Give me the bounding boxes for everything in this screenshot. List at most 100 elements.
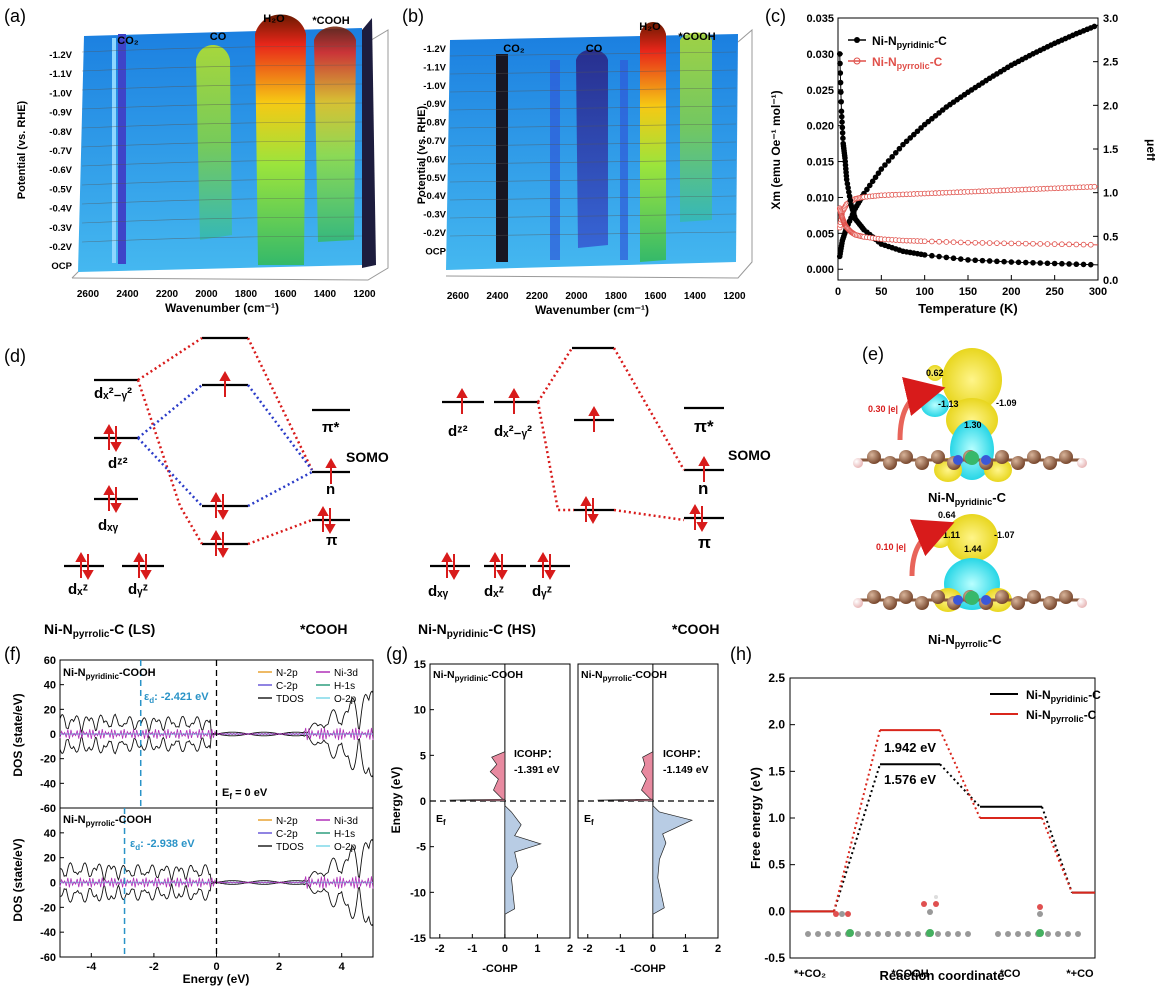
panel-h-legend-2-suffix: -C (1084, 708, 1097, 722)
panel-c-series-3-point (929, 238, 935, 245)
panel-b-ytick-11: OCP (425, 246, 446, 257)
panel-c-series-2-point (1008, 259, 1015, 265)
svg-text:Ni-Npyrrolic-C: Ni-Npyrrolic-C (1026, 708, 1097, 724)
panel-c-xtick-3: 150 (959, 286, 977, 298)
panel-d-electron-arrowhead-26 (456, 387, 468, 398)
panel-e-bottom-n-atom-2 (981, 595, 991, 605)
panel-f-1-ytick-3: 0 (50, 878, 56, 890)
panel-c-series-2-point (840, 135, 846, 142)
panel-d-electron-arrowhead-24 (219, 370, 231, 381)
panel-h-slab-2-atom-5 (1045, 931, 1051, 937)
panel-f-legend-1-label-1: Ni-3d (334, 816, 358, 827)
panel-c-series-3-point (1037, 241, 1044, 247)
panel-c-xtick-0: 0 (835, 286, 841, 298)
panel-c-series-2-point (1037, 260, 1044, 266)
panel-c-series-3-point (979, 240, 986, 246)
panel-b-co2-band (496, 54, 508, 262)
panel-c-series-2-point (1080, 261, 1087, 268)
panel-c-series-0-point (929, 115, 935, 122)
panel-e-top-n-atom-2 (981, 455, 991, 465)
panel-a: (a) -1.2V -1.1V -1.0V -0.9V -0.8V -0.7V -0.6V -… (4, 6, 389, 315)
panel-c-legend-1-suffix: -C (934, 34, 947, 48)
panel-b-xtick-6: 1400 (684, 291, 707, 302)
panel-c-series-2-point (836, 51, 843, 57)
panel-c-series-2-point (1030, 259, 1036, 266)
panel-g-right-title-sub: pyrrolic (603, 674, 633, 683)
panel-d-left-title-suffix: -C (LS) (109, 621, 155, 637)
panel-d-electron-arrowhead-14 (441, 551, 453, 562)
panel-c-series-0-point (918, 125, 924, 131)
panel-c-series-2-point (1015, 259, 1022, 266)
panel-a-ytick-10: -0.2V (49, 242, 72, 253)
panel-b-ytick-2: -1.0V (423, 81, 446, 92)
panel-h-series-1-connector-0 (833, 729, 881, 912)
panel-h-legend-1-sub: pyridinic (1051, 694, 1089, 704)
panel-f-legend-0-label-3: H-1s (334, 681, 355, 692)
panel-d-cooh-right: *COOH (672, 621, 719, 637)
panel-b-xtick-3: 2000 (565, 291, 588, 302)
panel-c-series-2-point (837, 79, 844, 86)
panel-c-ytick-2: 0.010 (806, 192, 834, 204)
panel-a-ytick-9: -0.3V (49, 223, 72, 234)
panel-d-left-title: Ni-N (44, 621, 73, 637)
panel-d-pi-left: π (326, 532, 338, 549)
panel-c-label: (c) (765, 6, 786, 26)
panel-h-slab-0-atom-1 (815, 931, 821, 937)
panel-a-xtick-4: 1800 (235, 289, 258, 300)
panel-c-xtick-6: 300 (1089, 286, 1107, 298)
panel-a-xtick-3: 2000 (195, 289, 218, 300)
panel-e-top-atom-1 (867, 450, 881, 464)
panel-c-series-3-point (950, 239, 957, 245)
panel-g-left-xtick-1: -1 (467, 943, 477, 955)
panel-b-ytick-8: -0.4V (423, 191, 446, 202)
panel-e-bottom-title-sub: pyrrolic (955, 639, 988, 649)
panel-b-ytick-9: -0.3V (423, 210, 446, 221)
panel-b-peak-cooh: *COOH (678, 31, 715, 43)
panel-c-series-2-point (972, 257, 979, 264)
panel-h-co-o (1037, 904, 1043, 910)
panel-f-xtick-1: -2 (149, 961, 159, 973)
panel-b-ytick-5: -0.7V (423, 136, 446, 147)
panel-d-left-level-4: dₓᶻ (68, 581, 88, 598)
panel-c-ylabel: Xm (emu Oe⁻¹ mol⁻¹) (769, 90, 783, 209)
panel-g-right-ef: E (584, 813, 591, 825)
panel-d-electron-arrowhead-9 (217, 510, 229, 521)
panel-a-ylabel: Potential (vs. RHE) (16, 100, 28, 199)
panel-h-barrier-pyrrolic: 1.942 eV (884, 740, 936, 755)
panel-g-left-xtick-2: 0 (502, 943, 508, 955)
panel-e-top-atom-2 (883, 456, 897, 470)
panel-c-series-0-point (866, 182, 873, 189)
panel-f-top-title-sub: pyridinic (86, 672, 120, 681)
panel-c-ylabel-right: μeff (1144, 139, 1155, 162)
panel-c-series-2-point (921, 252, 928, 258)
panel-d-electron-arrowhead-4 (75, 551, 87, 562)
panel-g-ytick-5: -10 (410, 887, 426, 899)
panel-d-right-level-4: dₓᶻ (484, 583, 504, 600)
panel-g-ytick-4: -5 (416, 842, 426, 854)
panel-c-ytick-right-4: 2.0 (1103, 100, 1118, 112)
panel-e-bottom-atom-14 (1077, 598, 1087, 608)
panel-g-right-xtick-3: 1 (682, 943, 688, 955)
panel-c-series-2-point (838, 113, 845, 120)
panel-c-legend: Ni-Npyridinic-C Ni-Npyrrolic-C (848, 34, 947, 71)
panel-c-series-0-point (882, 162, 888, 168)
panel-b-ytick-10: -0.2V (423, 228, 446, 239)
panel-a-xtick-2: 2200 (156, 289, 179, 300)
panel-e-top-value-2: -1.13 (938, 399, 959, 409)
panel-c-series-2-point (1022, 259, 1029, 266)
panel-h-series-0-connector-1 (939, 763, 981, 808)
panel-e-top-structure: 0.62 -1.13 -1.09 1.30 0.30 |e| Ni-Npyrid… (853, 348, 1087, 507)
panel-e-bottom-atom-9 (995, 590, 1009, 604)
panel-c-series-3-point (1022, 240, 1029, 247)
panel-c-ytick-4: 0.020 (806, 121, 834, 133)
panel-d-electron-arrowhead-17 (496, 570, 508, 581)
panel-h-co2-o1 (833, 911, 839, 917)
panel-g-left-antibonding (489, 751, 506, 802)
panel-e-bottom-atom-3 (899, 590, 913, 604)
panel-b-ytick-4: -0.8V (423, 118, 446, 129)
panel-d-right-level-5: dᵧᶻ (532, 583, 552, 600)
panel-h-legend-1-title: Ni-N (1026, 688, 1051, 702)
panel-h-ytick-1: 2.0 (768, 718, 785, 732)
panel-h-xlabel: Reaction coordinate (880, 968, 1005, 983)
